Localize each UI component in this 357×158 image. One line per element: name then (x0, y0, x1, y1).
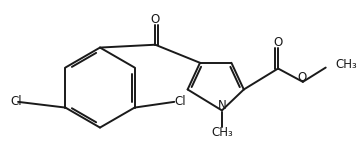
Text: O: O (273, 36, 283, 49)
Text: O: O (297, 71, 307, 84)
Text: O: O (151, 13, 160, 26)
Text: N: N (217, 99, 226, 112)
Text: Cl: Cl (174, 95, 186, 108)
Text: Cl: Cl (10, 95, 22, 108)
Text: CH₃: CH₃ (211, 126, 233, 139)
Text: CH₃: CH₃ (335, 58, 357, 71)
